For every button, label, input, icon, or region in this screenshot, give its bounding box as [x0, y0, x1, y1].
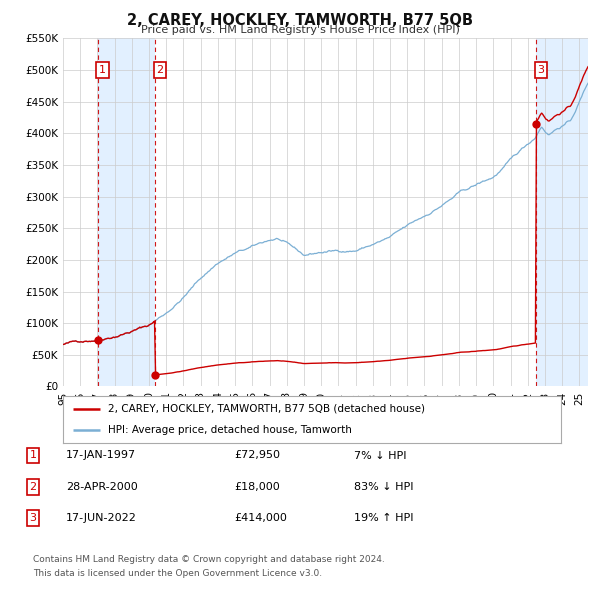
Text: 2: 2 — [29, 482, 37, 491]
Text: 7% ↓ HPI: 7% ↓ HPI — [354, 451, 407, 460]
Text: 28-APR-2000: 28-APR-2000 — [66, 482, 138, 491]
Text: 2: 2 — [156, 65, 163, 75]
Text: 1: 1 — [99, 65, 106, 75]
Text: 2, CAREY, HOCKLEY, TAMWORTH, B77 5QB: 2, CAREY, HOCKLEY, TAMWORTH, B77 5QB — [127, 13, 473, 28]
Text: 2, CAREY, HOCKLEY, TAMWORTH, B77 5QB (detached house): 2, CAREY, HOCKLEY, TAMWORTH, B77 5QB (de… — [108, 404, 425, 414]
Text: 19% ↑ HPI: 19% ↑ HPI — [354, 513, 413, 523]
Text: £72,950: £72,950 — [234, 451, 280, 460]
Text: 3: 3 — [29, 513, 37, 523]
Text: £18,000: £18,000 — [234, 482, 280, 491]
Text: This data is licensed under the Open Government Licence v3.0.: This data is licensed under the Open Gov… — [33, 569, 322, 578]
Text: 17-JAN-1997: 17-JAN-1997 — [66, 451, 136, 460]
Text: HPI: Average price, detached house, Tamworth: HPI: Average price, detached house, Tamw… — [108, 425, 352, 435]
Text: Price paid vs. HM Land Registry's House Price Index (HPI): Price paid vs. HM Land Registry's House … — [140, 25, 460, 35]
Text: 3: 3 — [538, 65, 544, 75]
Bar — [536, 38, 588, 386]
Text: 1: 1 — [29, 451, 37, 460]
Bar — [98, 38, 155, 386]
Text: £414,000: £414,000 — [234, 513, 287, 523]
Text: Contains HM Land Registry data © Crown copyright and database right 2024.: Contains HM Land Registry data © Crown c… — [33, 555, 385, 563]
Text: 17-JUN-2022: 17-JUN-2022 — [66, 513, 137, 523]
Text: 83% ↓ HPI: 83% ↓ HPI — [354, 482, 413, 491]
